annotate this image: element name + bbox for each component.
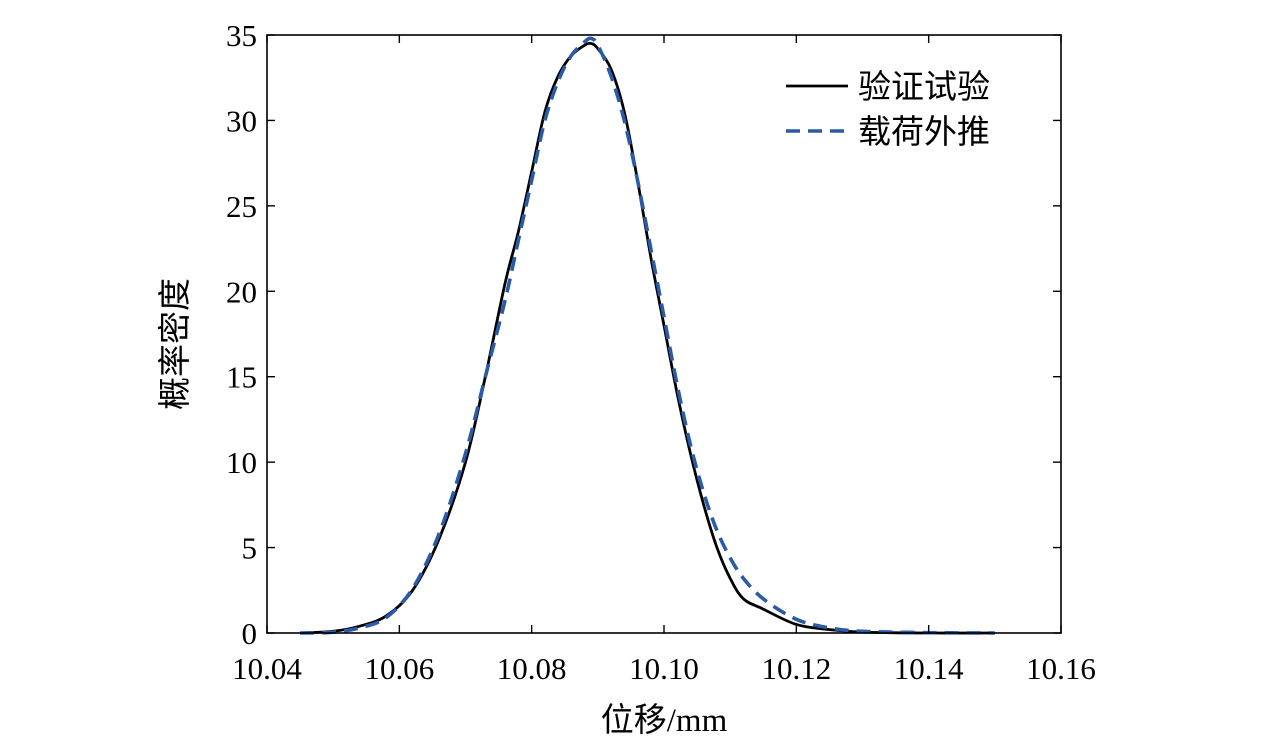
legend: 验证试验 载荷外推	[786, 69, 990, 151]
y-tick-label-2: 10	[226, 445, 257, 480]
y-tick-label-1: 5	[242, 531, 258, 566]
y-tick-label-3: 15	[226, 360, 257, 395]
legend-label-series-0: 验证试验	[858, 69, 990, 106]
legend-label-series-1: 载荷外推	[858, 114, 990, 151]
label-layer: 10.04 10.06 10.08 10.10 10.12 10.14 10.16 0 5 10 1…	[226, 18, 1096, 686]
x-axis-title: 位移/mm	[601, 702, 728, 739]
y-tick-label-6: 30	[226, 103, 257, 138]
y-tick-label-0: 0	[242, 616, 258, 651]
x-tick-label-6: 10.16	[1026, 651, 1096, 686]
x-tick-label-1: 10.06	[364, 651, 434, 686]
x-tick-label-3: 10.10	[629, 651, 699, 686]
y-tick-label-7: 35	[226, 18, 257, 53]
x-tick-label-0: 10.04	[232, 651, 302, 686]
tick-layer	[266, 34, 1062, 634]
x-tick-label-2: 10.08	[497, 651, 567, 686]
y-tick-label-5: 25	[226, 189, 257, 224]
x-tick-label-4: 10.12	[761, 651, 831, 686]
y-tick-label-4: 20	[226, 274, 257, 309]
y-axis-title: 概率密度	[157, 278, 194, 410]
x-tick-label-5: 10.14	[894, 651, 964, 686]
series-line-1	[300, 36, 995, 635]
series-layer	[300, 36, 995, 635]
